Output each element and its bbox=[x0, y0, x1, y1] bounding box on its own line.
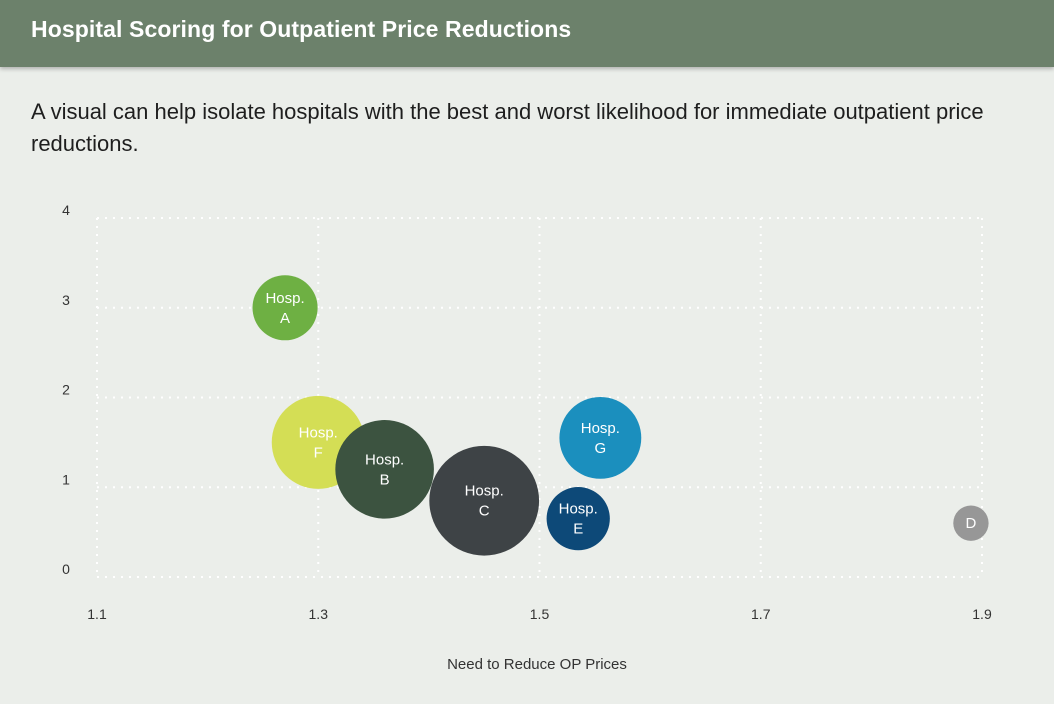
bubble-label: F bbox=[314, 444, 323, 461]
bubble-hosp-a: Hosp. A bbox=[252, 275, 318, 341]
header-bar: Hospital Scoring for Outpatient Price Re… bbox=[0, 0, 1054, 67]
y-tick-label: 3 bbox=[62, 292, 70, 308]
bubble-label: Hosp. bbox=[265, 290, 304, 307]
bubble-circle bbox=[953, 505, 989, 541]
page-title: Hospital Scoring for Outpatient Price Re… bbox=[31, 16, 572, 42]
y-tick-label: 4 bbox=[62, 202, 70, 218]
x-tick-label: 1.7 bbox=[751, 606, 771, 622]
bubble-label: B bbox=[380, 471, 390, 488]
axis-ticks: 0 1 2 3 4 1.1 1.3 1.5 1.7 1.9 bbox=[62, 202, 992, 622]
bubble-hosp-c: Hosp. C bbox=[429, 445, 540, 556]
bubble-label: Hosp. bbox=[559, 501, 598, 518]
bubble-circle bbox=[252, 275, 318, 341]
x-axis-title: Need to Reduce OP Prices bbox=[447, 656, 627, 673]
x-tick-label: 1.5 bbox=[530, 606, 550, 622]
x-tick-label: 1.9 bbox=[972, 606, 992, 622]
chart-subtitle: A visual can help isolate hospitals with… bbox=[31, 99, 984, 156]
bubble-hosp-g: Hosp. G bbox=[559, 396, 642, 479]
bubble-label: Hosp. bbox=[465, 483, 504, 500]
bubble-circle bbox=[335, 420, 434, 519]
bubble-label: G bbox=[595, 440, 607, 457]
bubble-hosp-d: D bbox=[953, 505, 989, 541]
bubble-label: E bbox=[573, 521, 583, 538]
bubble-hosp-e: Hosp. E bbox=[546, 487, 610, 551]
grid bbox=[96, 217, 983, 578]
bubble-label: C bbox=[479, 503, 490, 520]
bubbles: Hosp. A Hosp. F Hosp. B Hosp. C Hosp. G Hosp. E D bbox=[252, 275, 989, 556]
y-tick-label: 1 bbox=[62, 471, 70, 487]
bubble-circle bbox=[559, 396, 642, 479]
bubble-circle bbox=[429, 445, 540, 556]
bubble-label: Hosp. bbox=[299, 424, 338, 441]
bubble-label: Hosp. bbox=[581, 420, 620, 437]
bubble-circle bbox=[546, 487, 610, 551]
bubble-label: Hosp. bbox=[365, 451, 404, 468]
bubble-hosp-b: Hosp. B bbox=[335, 420, 434, 519]
bubble-label: A bbox=[280, 310, 290, 327]
bubble-label: D bbox=[966, 515, 977, 532]
x-tick-label: 1.3 bbox=[309, 606, 329, 622]
x-tick-label: 1.1 bbox=[87, 606, 107, 622]
y-tick-label: 2 bbox=[62, 382, 70, 398]
y-tick-label: 0 bbox=[62, 561, 70, 577]
